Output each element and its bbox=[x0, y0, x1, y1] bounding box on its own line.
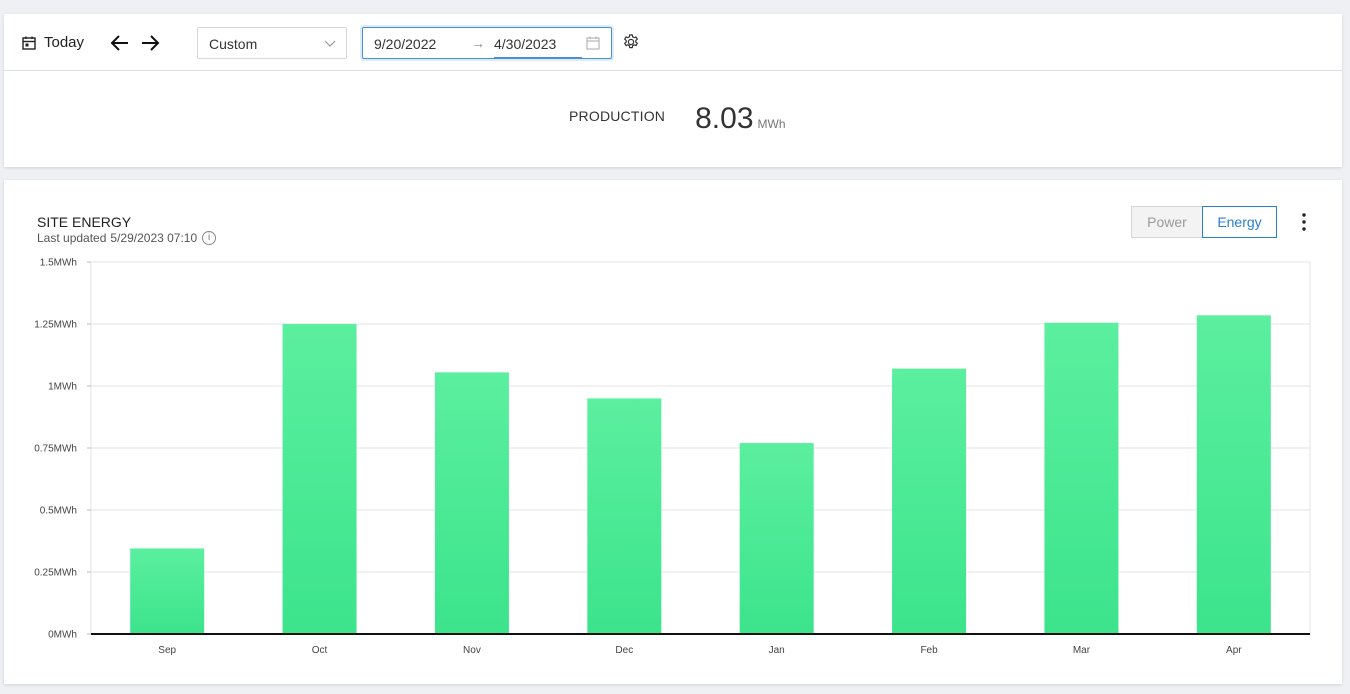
start-date-input[interactable]: 9/20/2022 bbox=[374, 36, 437, 52]
toolbar: Today Custom 9/20/2022 → 4/30/2023 bbox=[4, 14, 1342, 71]
y-tick-label: 0.5MWh bbox=[40, 506, 77, 517]
chevron-down-icon bbox=[324, 40, 336, 47]
range-separator-arrow: → bbox=[471, 35, 485, 51]
x-tick-label: Nov bbox=[463, 645, 481, 656]
y-tick-label: 1MWh bbox=[48, 382, 77, 393]
info-icon[interactable]: i bbox=[202, 231, 217, 245]
more-options-icon[interactable] bbox=[1296, 212, 1312, 232]
production-label: PRODUCTION bbox=[569, 108, 666, 124]
today-label: Today bbox=[44, 34, 85, 51]
bar-sep[interactable] bbox=[130, 548, 205, 634]
y-tick-label: 0.75MWh bbox=[34, 444, 77, 455]
arrow-left-icon[interactable] bbox=[108, 31, 132, 55]
power-toggle-button[interactable]: Power bbox=[1131, 206, 1203, 238]
bar-oct[interactable] bbox=[282, 324, 357, 634]
y-tick-label: 1.25MWh bbox=[34, 320, 77, 331]
site-energy-card: SITE ENERGY Last updated 5/29/2023 07:10… bbox=[4, 180, 1342, 684]
y-tick-label: 0MWh bbox=[48, 630, 77, 641]
energy-toggle-button[interactable]: Energy bbox=[1202, 206, 1277, 238]
site-energy-chart: 0MWh 0.25MWh 0.5MWh 0.75MWh 1MWh 1.25MWh 1.5MW… bbox=[34, 258, 1311, 656]
x-tick-label: Oct bbox=[312, 645, 328, 656]
chart-title: SITE ENERGY bbox=[37, 214, 132, 230]
period-select-value: Custom bbox=[209, 36, 258, 52]
date-range-picker[interactable]: 9/20/2022 → 4/30/2023 bbox=[362, 27, 612, 59]
gear-icon[interactable] bbox=[622, 33, 640, 51]
x-tick-label: Dec bbox=[615, 645, 633, 656]
today-button[interactable]: Today bbox=[22, 34, 84, 51]
last-updated-label: Last updated bbox=[37, 231, 107, 245]
summary-card: Today Custom 9/20/2022 → 4/30/2023 bbox=[4, 14, 1342, 167]
period-select[interactable]: Custom bbox=[197, 27, 347, 59]
calendar-icon[interactable] bbox=[586, 36, 600, 50]
bar-nov[interactable] bbox=[434, 372, 509, 634]
production-summary: PRODUCTION 8.03 MWh bbox=[569, 102, 786, 136]
bar-jan[interactable] bbox=[739, 443, 814, 634]
last-updated: Last updated 5/29/2023 07:10 i bbox=[37, 231, 217, 245]
x-tick-label: Sep bbox=[158, 645, 176, 656]
x-tick-label: Apr bbox=[1226, 645, 1242, 656]
x-tick-label: Mar bbox=[1073, 645, 1091, 656]
bar-mar[interactable] bbox=[1044, 322, 1119, 634]
bar-apr[interactable] bbox=[1196, 315, 1271, 634]
end-date-input[interactable]: 4/30/2023 bbox=[494, 36, 557, 52]
y-tick-label: 0.25MWh bbox=[34, 568, 77, 579]
active-field-indicator bbox=[494, 57, 582, 59]
y-tick-label: 1.5MWh bbox=[40, 258, 77, 269]
production-value: 8.03 bbox=[695, 102, 754, 135]
production-unit: MWh bbox=[757, 117, 786, 131]
x-tick-label: Feb bbox=[920, 645, 938, 656]
last-updated-value: 5/29/2023 07:10 bbox=[110, 231, 198, 245]
x-tick-label: Jan bbox=[769, 645, 785, 656]
bar-dec[interactable] bbox=[587, 398, 662, 634]
arrow-right-icon[interactable] bbox=[138, 31, 162, 55]
calendar-icon bbox=[22, 36, 36, 50]
bar-feb[interactable] bbox=[892, 368, 967, 634]
